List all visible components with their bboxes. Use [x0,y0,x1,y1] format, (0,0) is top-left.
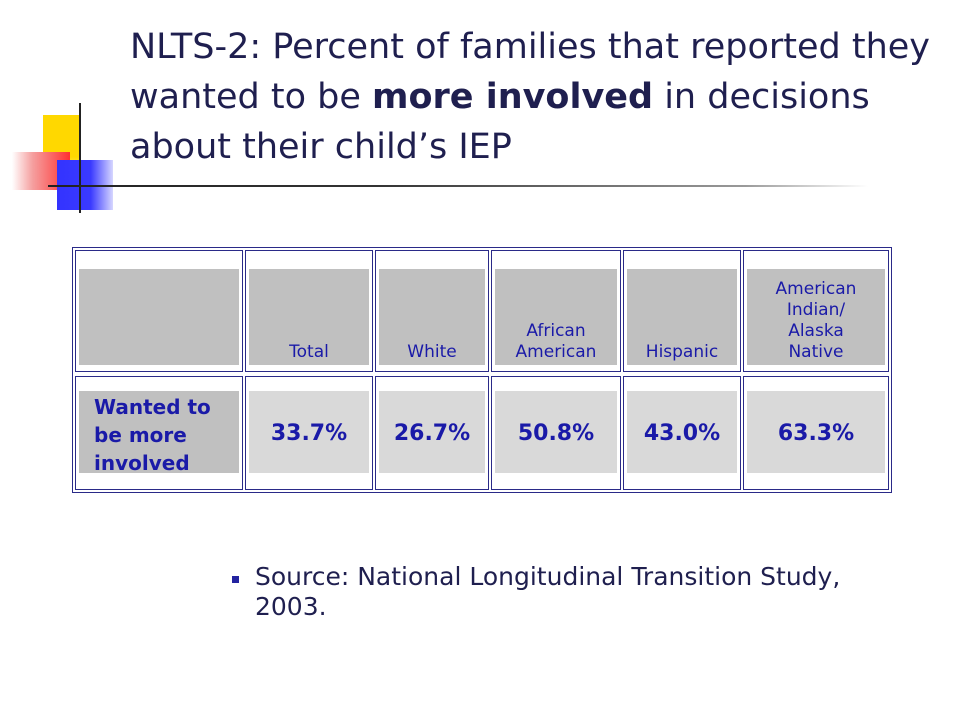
value-cell: 43.0% [623,376,741,490]
cell-fill [747,391,885,473]
column-header-cell: Total [245,250,373,372]
slide-title: NLTS-2: Percent of families that reporte… [130,22,940,172]
cell-fill [79,391,239,473]
column-header-cell: African American [491,250,621,372]
value-label: 63.3% [777,420,855,446]
value-cell: 33.7% [245,376,373,490]
row-label: Wanted to be more involved [94,395,211,475]
column-header-label: American Indian/ Alaska Native [775,279,857,362]
column-header-cell: White [375,250,489,372]
cell-fill [495,269,617,365]
cell-fill [495,391,617,473]
column-header-label: African American [515,321,597,362]
value-cell: 50.8% [491,376,621,490]
title-underline [48,185,868,187]
title-emphasis: more involved [372,77,654,117]
column-header-label: Hispanic [645,342,719,362]
cell-fill [627,269,737,365]
value-label: 26.7% [393,420,471,446]
title-text-part1: NLTS-2: Percent of families that reporte… [130,27,931,117]
title-text-part2: in decisions about their child’s IEP [130,77,870,167]
row-label-cell: Wanted to be more involved [75,376,243,490]
cell-fill [79,269,239,365]
source-text: Source: National Longitudinal Transition… [255,562,841,621]
value-label: 33.7% [270,420,348,446]
bullet-square-icon [232,576,239,583]
value-cell: 26.7% [375,376,489,490]
column-header-cell: American Indian/ Alaska Native [743,250,889,372]
column-header-label: White [407,342,457,362]
value-label: 50.8% [517,420,595,446]
value-label: 43.0% [643,420,721,446]
title-ornament-vertical-line [79,103,81,213]
column-header-label: Total [289,342,329,362]
cell-fill [379,269,485,365]
cell-fill [627,391,737,473]
cell-fill [747,269,885,365]
column-header-cell: Hispanic [623,250,741,372]
cell-fill [249,391,369,473]
cell-fill [249,269,369,365]
source-bullet: Source: National Longitudinal Transition… [232,562,872,622]
cell-fill [379,391,485,473]
data-table: Total White African American Hispanic Americ… [72,247,892,493]
header-cell-blank [75,250,243,372]
value-cell: 63.3% [743,376,889,490]
